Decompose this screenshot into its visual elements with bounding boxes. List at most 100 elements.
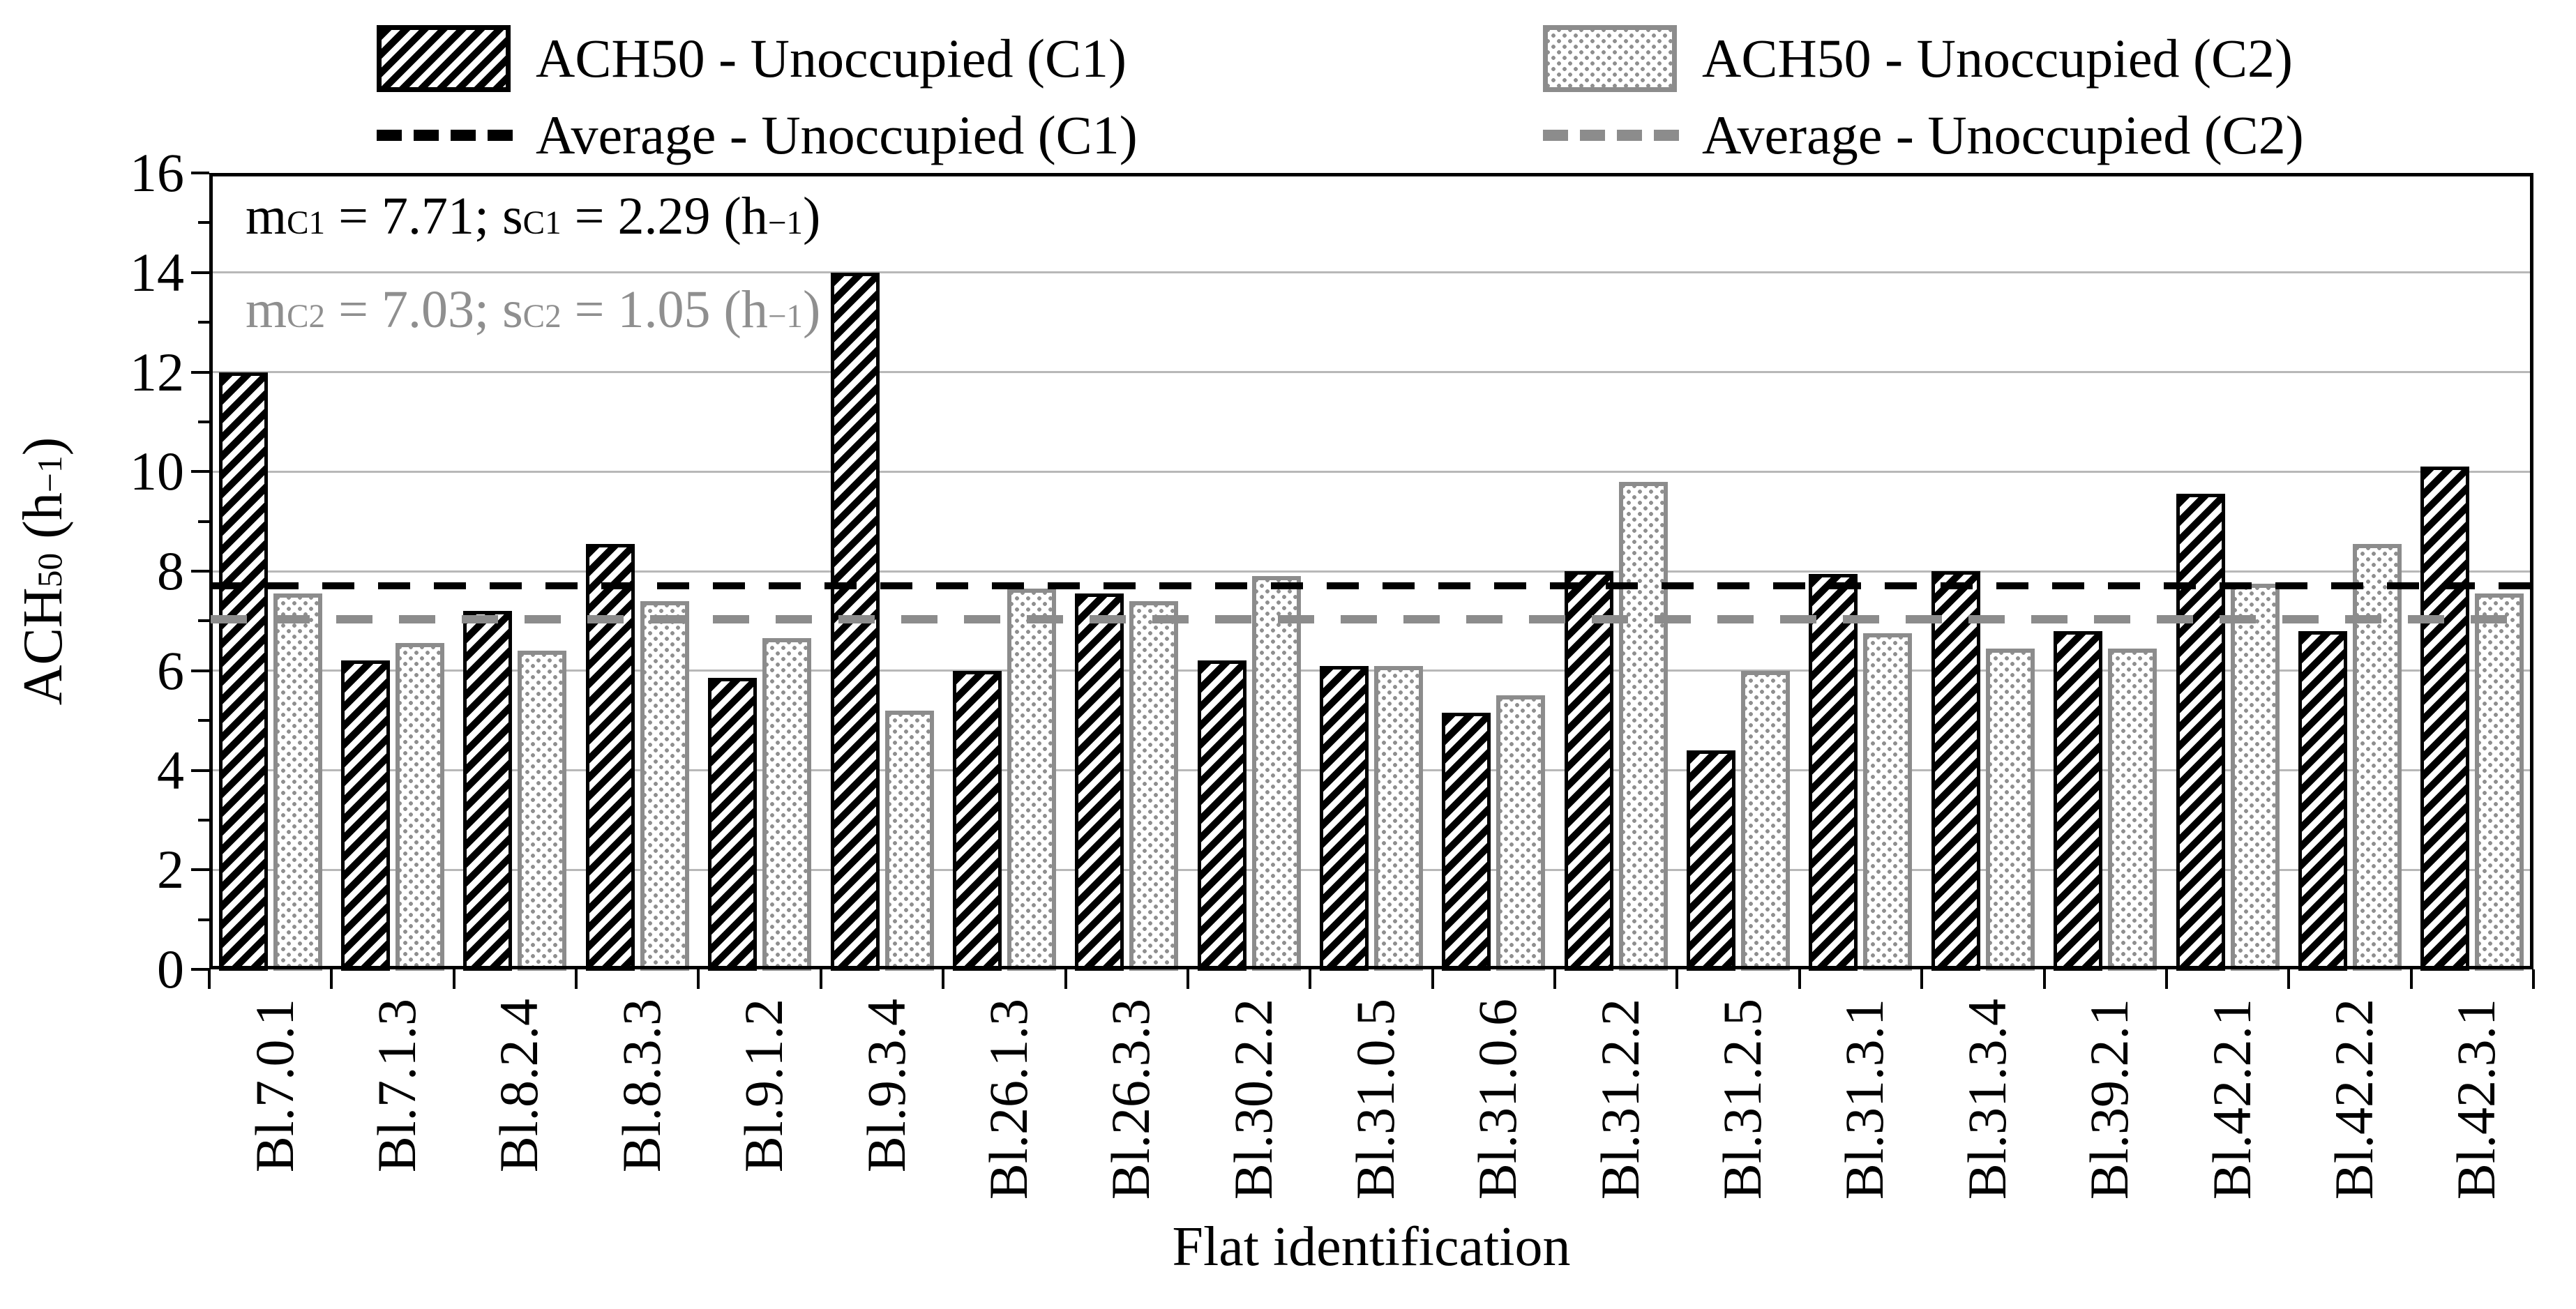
y-minor-tick-11 (198, 420, 209, 423)
y-tick-label-4: 4 (157, 739, 184, 801)
bar-c2-Bl.31.3.4 (1985, 648, 2035, 971)
bar-c1-Bl.42.2.2 (2298, 630, 2347, 971)
bar-c1-Bl.9.1.2 (708, 678, 758, 971)
bar-c1-Bl.42.3.1 (2420, 467, 2470, 971)
legend-swatch-dash-c1-icon (377, 130, 513, 141)
text-segment: = 7.03; s (325, 280, 523, 339)
bar-c1-Bl.42.2.1 (2176, 494, 2225, 971)
x-tick-7 (1064, 969, 1067, 989)
x-category-label-Bl.7.0.1: Bl.7.0.1 (243, 999, 305, 1173)
bar-c2-Bl.8.2.4 (518, 651, 567, 971)
x-category-label-Bl.39.2.1: Bl.39.2.1 (2079, 999, 2140, 1200)
bar-c1-Bl.31.0.6 (1442, 713, 1491, 971)
x-category-label-Bl.42.2.2: Bl.42.2.2 (2323, 999, 2384, 1200)
y-major-tick-16 (191, 172, 209, 174)
x-category-label-Bl.9.3.4: Bl.9.3.4 (855, 999, 917, 1173)
bar-c2-Bl.7.0.1 (273, 593, 322, 971)
y-major-tick-6 (191, 669, 209, 672)
y-minor-tick-1 (198, 918, 209, 921)
bar-c2-Bl.8.3.3 (640, 600, 689, 971)
x-tick-10 (1431, 969, 1434, 989)
bar-c1-Bl.26.3.3 (1075, 593, 1124, 971)
y-major-tick-10 (191, 470, 209, 474)
text-segment: m (246, 280, 287, 339)
x-tick-14 (1920, 969, 1924, 989)
bar-c1-Bl.7.1.3 (341, 660, 391, 971)
gridline-y-8 (211, 570, 2532, 573)
x-category-label-Bl.31.3.4: Bl.31.3.4 (1956, 999, 2017, 1200)
y-tick-label-0: 0 (157, 939, 184, 999)
text-segment: = 7.71; s (325, 187, 523, 245)
text-segment: ACH (13, 587, 74, 706)
y-minor-tick-13 (198, 321, 209, 324)
bar-c1-Bl.31.3.4 (1931, 571, 1980, 971)
x-tick-11 (1553, 969, 1557, 989)
bar-c2-Bl.31.0.6 (1496, 695, 1546, 971)
x-tick-8 (1186, 969, 1189, 989)
average-line-c2 (211, 615, 2532, 624)
y-minor-tick-7 (198, 619, 209, 623)
y-major-tick-12 (191, 370, 209, 374)
text-segment: C1 (522, 205, 562, 241)
x-category-label-Bl.31.3.1: Bl.31.3.1 (1834, 999, 1895, 1200)
bar-c2-Bl.9.3.4 (884, 710, 934, 971)
legend-label-ach50-c1: ACH50 - Unoccupied (C1) (536, 28, 1127, 89)
gridline-y-2 (211, 868, 2532, 871)
gridline-y-14 (211, 271, 2532, 274)
x-category-label-Bl.42.2.1: Bl.42.2.1 (2201, 999, 2262, 1200)
text-segment: = 1.05 (h (561, 280, 768, 339)
text-segment: C2 (522, 298, 562, 335)
x-category-label-Bl.7.1.3: Bl.7.1.3 (366, 999, 428, 1173)
text-segment: −1 (31, 455, 69, 493)
legend-swatch-dash-c2-icon (1543, 130, 1680, 141)
y-minor-tick-9 (198, 520, 209, 523)
annotation-stats-c1: mC1 = 7.71; sC1 = 2.29 (h−1) (246, 183, 820, 250)
y-tick-label-6: 6 (157, 640, 184, 701)
bar-c2-Bl.30.2.2 (1251, 576, 1301, 971)
text-segment: ) (802, 187, 821, 245)
x-category-label-Bl.8.2.4: Bl.8.2.4 (488, 999, 550, 1173)
y-major-tick-0 (191, 968, 209, 971)
y-tick-label-14: 14 (130, 241, 184, 303)
x-tick-2 (452, 969, 455, 989)
bar-c1-Bl.31.2.2 (1564, 571, 1613, 971)
x-tick-3 (575, 969, 578, 989)
bar-c2-Bl.42.2.1 (2230, 583, 2280, 971)
bar-c2-Bl.31.2.2 (1618, 481, 1668, 971)
y-minor-tick-5 (198, 719, 209, 722)
legend-label-ach50-c2: ACH50 - Unoccupied (C2) (1702, 28, 2293, 89)
gridline-y-10 (211, 470, 2532, 473)
x-tick-17 (2287, 969, 2291, 989)
bar-c2-Bl.7.1.3 (396, 643, 445, 971)
bar-c2-Bl.42.2.2 (2352, 543, 2402, 971)
bar-c1-Bl.31.0.5 (1320, 665, 1369, 971)
bar-c1-Bl.31.3.1 (1809, 573, 1858, 971)
text-segment: (h (13, 492, 74, 553)
y-major-tick-4 (191, 769, 209, 772)
x-tick-15 (2042, 969, 2046, 989)
text-segment: −1 (767, 298, 803, 335)
x-category-label-Bl.9.1.2: Bl.9.1.2 (733, 999, 794, 1173)
text-segment: C2 (287, 298, 326, 335)
y-tick-label-16: 16 (130, 142, 184, 203)
y-major-tick-14 (191, 271, 209, 274)
bar-c1-Bl.31.2.5 (1687, 750, 1736, 971)
bar-c1-Bl.7.0.1 (218, 372, 268, 971)
gridline-y-6 (211, 669, 2532, 672)
legend-label-average-c2: Average - Unoccupied (C2) (1702, 105, 2304, 165)
annotation-stats-c2: mC2 = 7.03; sC2 = 1.05 (h−1) (246, 276, 820, 343)
y-tick-label-8: 8 (157, 540, 184, 601)
x-category-label-Bl.42.3.1: Bl.42.3.1 (2446, 999, 2507, 1200)
text-segment: = 2.29 (h (561, 187, 768, 245)
text-segment: ) (802, 280, 821, 339)
x-tick-9 (1309, 969, 1312, 989)
bar-c1-Bl.30.2.2 (1197, 660, 1246, 971)
bar-c2-Bl.31.0.5 (1374, 665, 1423, 971)
text-segment: −1 (767, 205, 803, 241)
bar-c1-Bl.39.2.1 (2054, 630, 2103, 971)
y-major-tick-2 (191, 868, 209, 872)
bar-c2-Bl.26.1.3 (1007, 588, 1056, 971)
text-segment: m (246, 187, 287, 245)
x-category-label-Bl.8.3.3: Bl.8.3.3 (610, 999, 672, 1173)
x-tick-13 (1798, 969, 1801, 989)
